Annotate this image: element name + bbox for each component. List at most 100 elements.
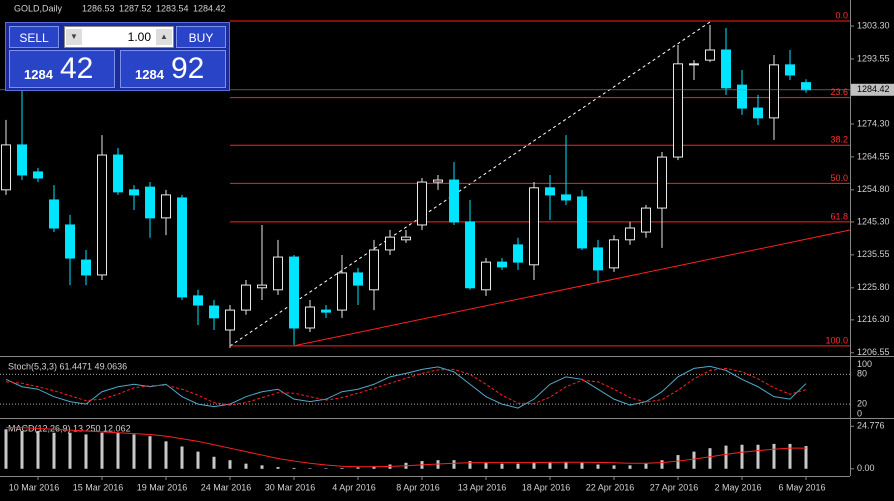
candle-body [401,236,411,241]
macd-bar [804,446,808,469]
stoch-main [5,365,807,409]
candle-body [305,306,315,329]
candle-body [257,284,267,289]
spin-down[interactable]: ▼ [66,29,82,45]
macd-bar [68,432,72,469]
macd-bar [196,451,200,469]
candle-body [65,224,75,259]
macd-bar [468,461,472,469]
header: GOLD,Daily 1286.53 1287.52 1283.54 1284.… [14,3,226,13]
macd-bar [452,460,456,469]
macd-bar [228,460,232,469]
macd-bar [500,463,504,469]
x-tick-label: 2 May 2016 [714,482,761,492]
open-price: 1286.53 [82,3,115,13]
sell-button[interactable]: SELL [9,26,59,48]
candle-body [81,259,91,276]
macd-bar [692,451,696,469]
macd-bar [164,441,168,469]
candle-body [209,305,219,319]
buy-button[interactable]: BUY [176,26,226,48]
candle-body [241,284,251,311]
fibo-label: 0.0 [835,10,848,20]
candle-body [449,179,459,223]
candle-body [657,156,667,209]
y-tick-label: 1254.80 [857,184,890,194]
y-tick-label: 1293.55 [857,53,890,63]
fibo-label: 61.8 [830,211,848,221]
candle-body [161,194,171,219]
macd-bar [788,443,792,469]
macd-bar [36,431,40,469]
macd-bar [244,463,248,469]
ask-box[interactable]: 1284 92 [120,50,226,88]
bid-box[interactable]: 1284 42 [9,50,115,88]
candle-body [17,144,27,176]
candle-body [49,199,59,229]
x-tick-label: 4 Apr 2016 [332,482,376,492]
macd-bar [340,468,344,469]
macd-bar [148,436,152,469]
y-tick-label: 1303.30 [857,20,890,30]
fibo-label: 50.0 [830,173,848,183]
candle-body [673,63,683,158]
candle-body [113,154,123,193]
candle-body [641,207,651,233]
macd-bar [532,462,536,469]
close-price: 1284.42 [193,3,226,13]
macd-bar [20,431,24,469]
x-tick-label: 15 Mar 2016 [73,482,124,492]
stoch-tick-label: 100 [857,359,872,369]
stoch-tick-label: 80 [857,369,867,379]
stoch-tick-label: 0 [857,408,862,418]
macd-bar [132,434,136,469]
candle-body [561,194,571,201]
candle-body [721,49,731,89]
candle-body [369,249,379,291]
lot-field[interactable]: 1.00 [64,26,174,48]
y-tick-label: 1264.55 [857,151,890,161]
bid-big: 1284 [24,67,53,82]
candle-body [193,295,203,306]
fibo-label: 100.0 [825,335,848,345]
candle-body [609,239,619,269]
macd-bar [100,432,104,469]
macd-title: MACD(12,26,9) 13.250 12.062 [8,423,131,433]
y-tick-label: 1235.55 [857,249,890,259]
fibo-label: 38.2 [830,135,848,145]
x-tick-label: 8 Apr 2016 [396,482,440,492]
macd-signal [6,427,807,468]
macd-bar [260,465,264,469]
ask-small: 92 [171,52,205,85]
macd-bar [772,443,776,469]
macd-bar [676,455,680,469]
candle-body [177,197,187,298]
macd-bar [52,432,56,469]
macd-bar [644,463,648,469]
candle-body [225,309,235,331]
spin-up[interactable]: ▲ [156,29,172,45]
macd-bar [356,467,360,469]
candle-body [769,64,779,119]
trade-panel: SELL 1.00 ▼ ▲ BUY 1284 42 1284 92 [5,22,230,91]
y-tick-label: 1225.80 [857,282,890,292]
macd-bar [628,465,632,469]
y-tick-label: 1216.30 [857,314,890,324]
candle-body [545,187,555,196]
macd-bar [212,456,216,469]
y-tick-label: 1206.55 [857,347,890,357]
candle-body [385,236,395,251]
x-tick-label: 10 Mar 2016 [9,482,60,492]
candle-body [33,171,43,179]
candle-body [705,49,715,61]
macd-bar [596,464,600,469]
macd-tick-label: 0.00 [857,463,875,473]
bid-small: 42 [60,52,94,85]
macd-bar [724,445,728,469]
macd-bar [180,446,184,469]
candle-body [273,256,283,291]
candle-body [529,187,539,266]
low-price: 1283.54 [156,3,189,13]
